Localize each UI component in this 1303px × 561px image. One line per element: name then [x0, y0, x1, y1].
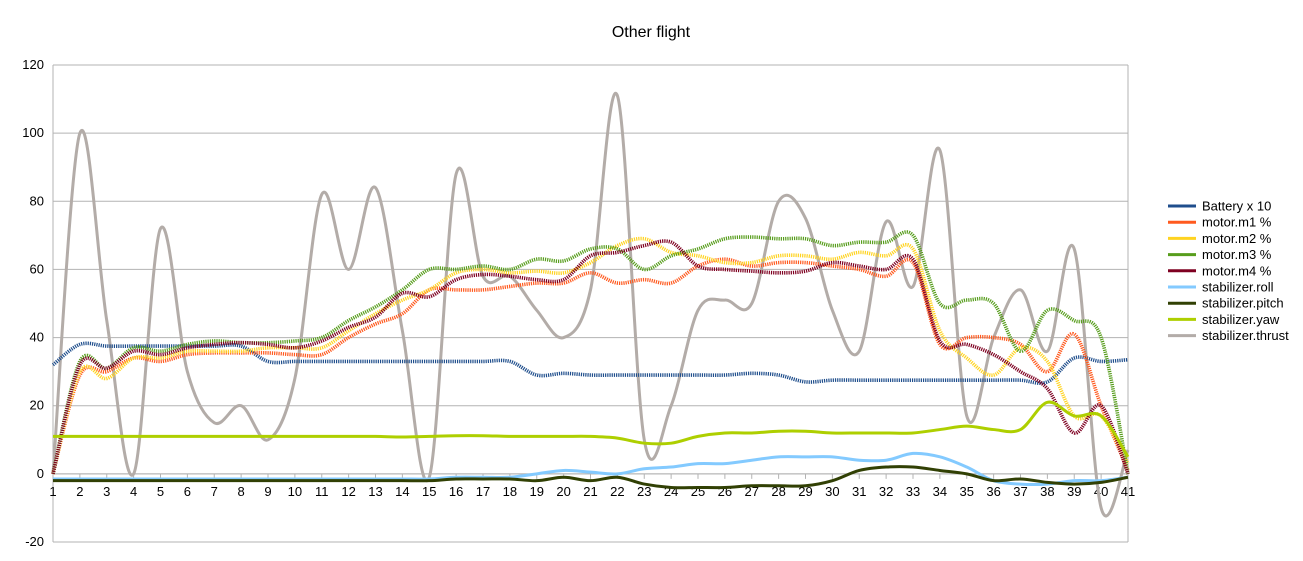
x-tick-label: 6 [184, 484, 191, 499]
x-tick-label: 31 [852, 484, 866, 499]
x-tick-label: 11 [315, 484, 329, 499]
x-tick-label: 38 [1040, 484, 1054, 499]
x-tick-label: 9 [264, 484, 271, 499]
x-tick-label: 23 [637, 484, 651, 499]
y-tick-label: 100 [22, 125, 44, 140]
y-tick-label: 80 [30, 193, 44, 208]
series-line-battery-x-10 [51, 341, 1129, 385]
legend-label-motor-m3: motor.m3 % [1202, 247, 1272, 262]
legend-label-motor-m2: motor.m2 % [1202, 231, 1272, 246]
y-tick-label: 20 [30, 398, 44, 413]
x-tick-label: 35 [960, 484, 974, 499]
x-tick-label: 10 [288, 484, 302, 499]
legend-label-stabilizer-yaw: stabilizer.yaw [1202, 312, 1280, 327]
x-tick-label: 16 [449, 484, 463, 499]
x-tick-label: 7 [211, 484, 218, 499]
x-tick-label: 14 [395, 484, 409, 499]
y-tick-label: 0 [37, 466, 44, 481]
x-tick-label: 33 [906, 484, 920, 499]
x-tick-label: 2 [76, 484, 83, 499]
x-tick-label: 29 [798, 484, 812, 499]
x-tick-label: 34 [933, 484, 947, 499]
x-tick-label: 17 [476, 484, 490, 499]
x-tick-label: 30 [825, 484, 839, 499]
x-tick-label: 22 [610, 484, 624, 499]
x-tick-label: 1 [49, 484, 56, 499]
legend-label-stabilizer-pitch: stabilizer.pitch [1202, 296, 1284, 311]
x-tick-label: 20 [556, 484, 570, 499]
x-tick-label: 39 [1067, 484, 1081, 499]
legend-label-motor-m1: motor.m1 % [1202, 215, 1272, 230]
series-line-motor-m4 [51, 239, 1130, 475]
legend-label-battery-x-10: Battery x 10 [1202, 199, 1271, 214]
x-tick-label: 12 [341, 484, 355, 499]
x-tick-label: 40 [1094, 484, 1108, 499]
x-tick-label: 32 [879, 484, 893, 499]
y-tick-label: 120 [22, 57, 44, 72]
series-line-stabilizer-thrust [51, 91, 1130, 518]
y-tick-label: 40 [30, 330, 44, 345]
y-tick-label: 60 [30, 261, 44, 276]
x-tick-label: 37 [1013, 484, 1027, 499]
x-tick-label: 27 [745, 484, 759, 499]
x-tick-label: 19 [530, 484, 544, 499]
legend-label-stabilizer-thrust: stabilizer.thrust [1202, 328, 1289, 343]
x-tick-label: 41 [1121, 484, 1135, 499]
chart-title: Other flight [612, 24, 691, 41]
x-tick-label: 4 [130, 484, 137, 499]
x-tick-label: 13 [368, 484, 382, 499]
y-tick-label: -20 [25, 534, 44, 549]
legend-label-stabilizer-roll: stabilizer.roll [1202, 280, 1274, 295]
x-tick-label: 28 [771, 484, 785, 499]
x-tick-label: 18 [503, 484, 517, 499]
x-tick-label: 8 [238, 484, 245, 499]
x-tick-label: 15 [422, 484, 436, 499]
series-lines [51, 91, 1130, 518]
x-tick-label: 3 [103, 484, 110, 499]
series-line-motor-m2 [51, 236, 1130, 475]
legend-label-motor-m4: motor.m4 % [1202, 263, 1272, 278]
x-tick-label: 21 [583, 484, 597, 499]
x-tick-label: 5 [157, 484, 164, 499]
gridlines [53, 64, 1128, 543]
x-tick-label: 36 [986, 484, 1000, 499]
